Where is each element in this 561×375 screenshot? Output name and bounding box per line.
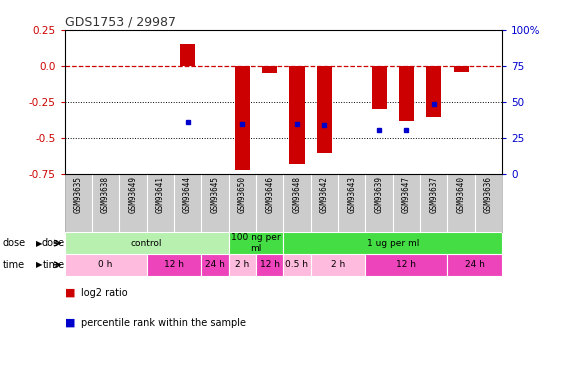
Bar	[371, 66, 387, 110]
Text: dose: dose	[42, 238, 65, 248]
Text: 24 h: 24 h	[465, 260, 485, 269]
Text: GSM93646: GSM93646	[265, 176, 274, 213]
Text: GSM93645: GSM93645	[210, 176, 219, 213]
Text: ■: ■	[65, 288, 75, 297]
Text: GSM93650: GSM93650	[238, 176, 247, 213]
Text: percentile rank within the sample: percentile rank within the sample	[81, 318, 246, 327]
Text: GSM93635: GSM93635	[73, 176, 82, 213]
Text: GSM93647: GSM93647	[402, 176, 411, 213]
Text: time: time	[3, 260, 25, 270]
Bar	[229, 232, 283, 254]
Bar	[283, 232, 502, 254]
Bar	[453, 66, 468, 72]
Text: 0.5 h: 0.5 h	[286, 260, 309, 269]
Bar	[180, 44, 195, 66]
Bar	[448, 254, 502, 276]
Text: control: control	[131, 238, 162, 248]
Text: GSM93640: GSM93640	[457, 176, 466, 213]
Text: GSM93642: GSM93642	[320, 176, 329, 213]
Bar	[399, 66, 414, 121]
Bar	[146, 254, 201, 276]
Bar	[365, 254, 448, 276]
Text: 12 h: 12 h	[397, 260, 416, 269]
Text: GDS1753 / 29987: GDS1753 / 29987	[65, 16, 176, 29]
Text: GSM93637: GSM93637	[429, 176, 438, 213]
Text: GSM93641: GSM93641	[156, 176, 165, 213]
Bar	[262, 66, 277, 74]
Bar	[289, 66, 305, 164]
Text: GSM93644: GSM93644	[183, 176, 192, 213]
Text: 12 h: 12 h	[164, 260, 184, 269]
Text: 2 h: 2 h	[235, 260, 250, 269]
Text: GSM93639: GSM93639	[375, 176, 384, 213]
Text: 12 h: 12 h	[260, 260, 279, 269]
Bar	[65, 254, 146, 276]
Text: dose: dose	[3, 238, 26, 248]
Text: 2 h: 2 h	[331, 260, 345, 269]
Text: ▶: ▶	[36, 260, 43, 269]
Bar	[256, 254, 283, 276]
Bar	[201, 254, 229, 276]
Text: 24 h: 24 h	[205, 260, 225, 269]
Text: 1 ug per ml: 1 ug per ml	[366, 238, 419, 248]
Text: 100 ng per
ml: 100 ng per ml	[231, 233, 280, 253]
Text: GSM93649: GSM93649	[128, 176, 137, 213]
Text: ■: ■	[65, 318, 75, 327]
Bar	[426, 66, 442, 117]
Bar	[65, 232, 229, 254]
Bar	[311, 254, 365, 276]
Text: 0 h: 0 h	[98, 260, 113, 269]
Text: GSM93643: GSM93643	[347, 176, 356, 213]
Text: GSM93636: GSM93636	[484, 176, 493, 213]
Bar	[283, 254, 311, 276]
Text: log2 ratio: log2 ratio	[81, 288, 128, 297]
Text: ▶: ▶	[36, 238, 43, 248]
Bar	[317, 66, 332, 153]
Text: time: time	[43, 260, 65, 270]
Bar	[229, 254, 256, 276]
Text: GSM93638: GSM93638	[101, 176, 110, 213]
Text: GSM93648: GSM93648	[292, 176, 301, 213]
Bar	[234, 66, 250, 170]
